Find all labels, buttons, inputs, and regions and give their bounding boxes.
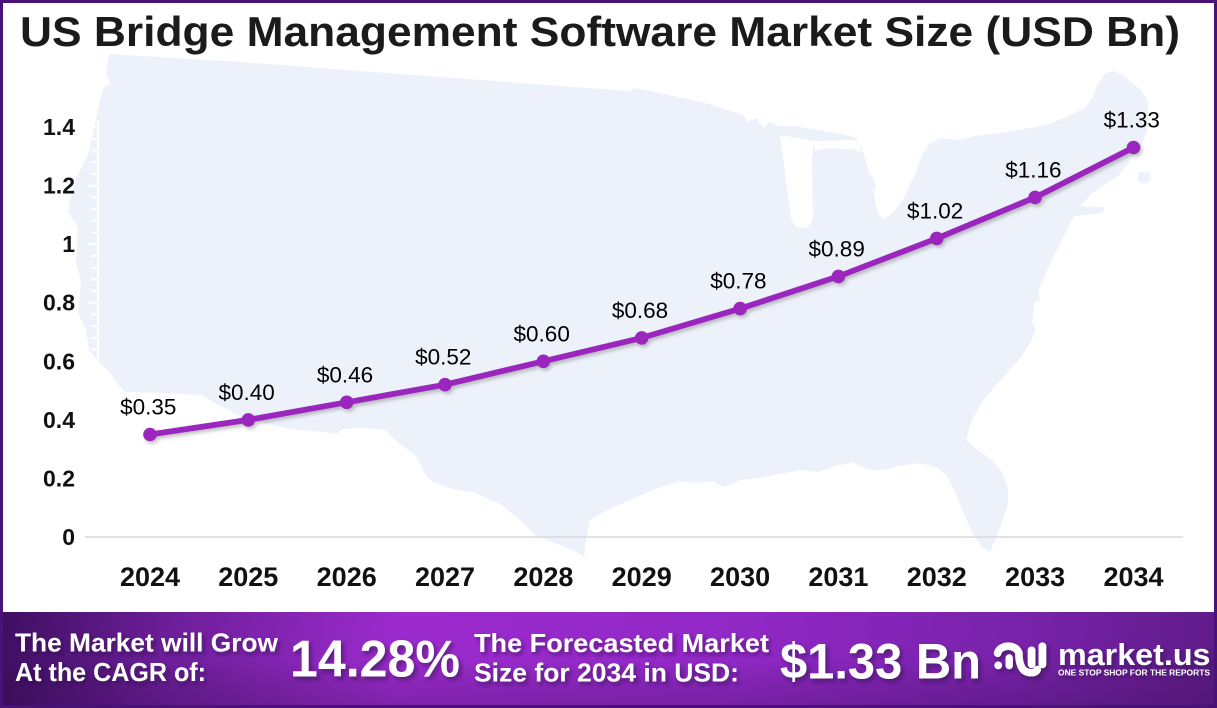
svg-text:2032: 2032 [907,562,967,592]
svg-text:2031: 2031 [808,562,868,592]
svg-text:US Bridge Management Software: US Bridge Management Software Market Siz… [20,8,1180,55]
svg-text:2034: 2034 [1103,562,1163,592]
svg-text:$1.16: $1.16 [1005,157,1061,182]
svg-text:2033: 2033 [1005,562,1065,592]
svg-text:0: 0 [62,524,75,550]
svg-text:$0.40: $0.40 [218,380,274,405]
svg-text:2027: 2027 [415,562,475,592]
svg-text:$0.89: $0.89 [809,236,865,261]
svg-text:0.6: 0.6 [43,348,75,374]
svg-text:0.8: 0.8 [43,290,75,316]
svg-text:$0.35: $0.35 [120,395,176,420]
svg-text:$0.60: $0.60 [514,321,570,346]
svg-text:2024: 2024 [120,562,180,592]
svg-text:$1.33 Bn: $1.33 Bn [780,634,981,690]
svg-text:0.2: 0.2 [43,465,75,491]
svg-text:0.4: 0.4 [43,407,75,433]
svg-text:2028: 2028 [513,562,573,592]
svg-text:$0.52: $0.52 [415,345,471,370]
svg-text:$0.78: $0.78 [710,269,766,294]
svg-text:market.us: market.us [1058,637,1211,672]
svg-text:The Market will Grow: The Market will Grow [15,628,279,658]
svg-text:1: 1 [62,231,75,257]
svg-text:14.28%: 14.28% [290,631,460,689]
svg-text:1.4: 1.4 [43,114,75,140]
svg-text:2026: 2026 [317,562,377,592]
svg-text:2029: 2029 [612,562,672,592]
svg-text:ONE STOP SHOP FOR THE REPORTS: ONE STOP SHOP FOR THE REPORTS [1058,669,1211,678]
svg-text:$0.68: $0.68 [612,298,668,323]
svg-text:At the CAGR of:: At the CAGR of: [15,657,206,687]
svg-text:2025: 2025 [218,562,278,592]
svg-text:$1.02: $1.02 [907,198,963,223]
svg-text:The Forecasted Market: The Forecasted Market [474,628,769,658]
svg-text:Size for 2034 in USD:: Size for 2034 in USD: [474,658,739,688]
svg-text:1.2: 1.2 [43,173,75,199]
svg-text:$0.46: $0.46 [317,362,373,387]
svg-text:$1.33: $1.33 [1104,108,1160,133]
svg-text:2030: 2030 [710,562,770,592]
